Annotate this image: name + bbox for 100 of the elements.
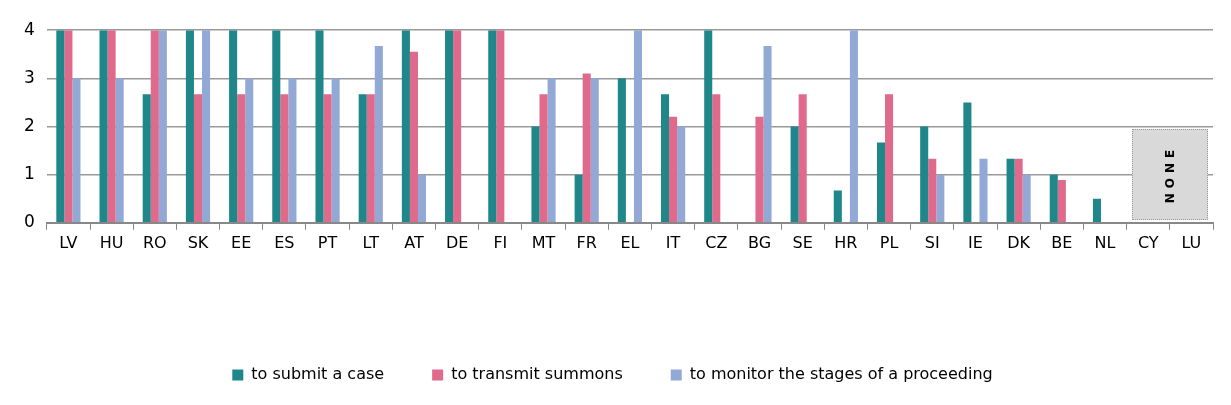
bar bbox=[142, 94, 151, 223]
bar bbox=[229, 30, 238, 223]
bar bbox=[185, 30, 194, 223]
x-tick-label: RO bbox=[142, 232, 167, 252]
bar bbox=[107, 30, 116, 223]
x-tick-label: DE bbox=[445, 232, 469, 252]
bar bbox=[755, 116, 764, 223]
bar bbox=[790, 126, 799, 223]
legend-label: to monitor the stages of a proceeding bbox=[689, 364, 993, 384]
bar bbox=[704, 30, 713, 223]
bar bbox=[409, 51, 418, 223]
bar bbox=[1092, 198, 1101, 223]
bar bbox=[496, 30, 505, 223]
bar bbox=[488, 30, 497, 223]
x-tick-label: BG bbox=[747, 232, 772, 252]
y-tick-label: 4 bbox=[23, 18, 35, 39]
legend-label: to submit a case bbox=[251, 364, 385, 384]
x-tick-label: PT bbox=[317, 232, 338, 252]
bar bbox=[547, 78, 556, 223]
bar bbox=[963, 102, 972, 223]
bar bbox=[202, 30, 211, 223]
bar bbox=[590, 78, 599, 223]
bar bbox=[315, 30, 324, 223]
x-tick-label: ES bbox=[274, 232, 295, 252]
bar bbox=[1006, 158, 1015, 223]
bar bbox=[936, 174, 945, 223]
bar bbox=[677, 126, 686, 223]
bar bbox=[323, 94, 332, 223]
bar bbox=[574, 174, 583, 223]
bar bbox=[1014, 158, 1023, 223]
x-tick-label: FR bbox=[576, 232, 597, 252]
x-tick-label: CZ bbox=[705, 232, 728, 252]
y-tick-label: 2 bbox=[23, 114, 35, 135]
bar bbox=[539, 94, 548, 223]
bar bbox=[928, 158, 937, 223]
bar bbox=[712, 94, 721, 223]
bar bbox=[366, 94, 375, 223]
bar bbox=[1057, 179, 1066, 223]
x-tick-label: MT bbox=[531, 232, 556, 252]
bar bbox=[193, 94, 203, 223]
bar bbox=[1049, 174, 1058, 223]
x-tick-label: PL bbox=[879, 232, 899, 252]
bar bbox=[56, 30, 65, 223]
x-tick-label: DK bbox=[1007, 232, 1031, 252]
bar bbox=[763, 46, 772, 223]
bar bbox=[150, 30, 159, 223]
y-tick-label: 0 bbox=[23, 211, 35, 232]
bar bbox=[661, 94, 670, 223]
note-box: NONE bbox=[1131, 128, 1208, 220]
bar bbox=[885, 94, 894, 223]
x-tick-label: SK bbox=[187, 232, 209, 252]
bar bbox=[798, 94, 807, 223]
bar bbox=[272, 30, 281, 223]
bar bbox=[920, 126, 929, 223]
bar bbox=[1022, 174, 1031, 223]
bar bbox=[288, 78, 297, 223]
bar bbox=[531, 126, 540, 223]
bar bbox=[72, 78, 81, 223]
x-tick-label: FI bbox=[493, 232, 508, 252]
bar bbox=[582, 73, 591, 223]
x-tick-label: EE bbox=[231, 232, 252, 252]
legend-label: to transmit summons bbox=[451, 364, 623, 384]
bar bbox=[331, 78, 340, 223]
x-tick-label: LU bbox=[1181, 232, 1202, 252]
bar bbox=[445, 30, 454, 223]
bar bbox=[115, 78, 124, 223]
y-tick-label: 1 bbox=[23, 163, 35, 184]
bar bbox=[453, 30, 462, 223]
x-tick-label: HU bbox=[99, 232, 124, 252]
bar bbox=[358, 94, 367, 223]
bar bbox=[979, 158, 988, 223]
bar bbox=[876, 142, 886, 223]
annotation: NONE bbox=[1162, 145, 1177, 204]
bar bbox=[99, 30, 108, 223]
x-tick-label: SE bbox=[792, 232, 813, 252]
x-tick-label: LV bbox=[59, 232, 78, 252]
x-tick-label: BE bbox=[1051, 232, 1073, 252]
bar bbox=[401, 30, 410, 223]
bar bbox=[617, 78, 626, 223]
bar bbox=[374, 46, 383, 223]
bar bbox=[245, 78, 254, 223]
x-tick-label: SI bbox=[924, 232, 940, 252]
x-tick-label: NL bbox=[1094, 232, 1116, 252]
bar bbox=[64, 30, 73, 223]
y-tick-label: 3 bbox=[23, 66, 35, 87]
bar bbox=[158, 30, 167, 223]
x-tick-label: HR bbox=[834, 232, 858, 252]
x-tick-label: IE bbox=[968, 232, 983, 252]
bar bbox=[633, 30, 642, 223]
x-tick-label: CY bbox=[1137, 232, 1159, 252]
bar bbox=[849, 30, 858, 223]
x-tick-label: EL bbox=[620, 232, 640, 252]
x-tick-label: LT bbox=[362, 232, 380, 252]
x-tick-label: AT bbox=[404, 232, 424, 252]
bar bbox=[237, 94, 246, 223]
x-tick-label: IT bbox=[665, 232, 681, 252]
bar bbox=[280, 94, 289, 223]
bar bbox=[669, 116, 678, 223]
bar bbox=[833, 190, 842, 223]
bar bbox=[417, 174, 427, 223]
